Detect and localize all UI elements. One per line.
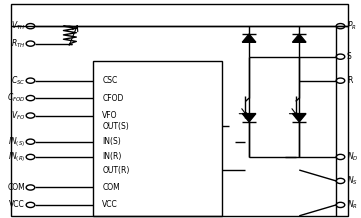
Text: $N_R$: $N_R$ bbox=[347, 199, 358, 211]
Polygon shape bbox=[292, 34, 306, 42]
Text: $V_{FO}$: $V_{FO}$ bbox=[11, 109, 25, 122]
Text: VCC: VCC bbox=[9, 200, 25, 209]
Text: S: S bbox=[347, 52, 352, 61]
Text: $C_{SC}$: $C_{SC}$ bbox=[10, 74, 25, 87]
Text: COM: COM bbox=[102, 183, 120, 192]
Bar bbox=[93, 61, 222, 216]
Text: $IN_{(S)}$: $IN_{(S)}$ bbox=[8, 135, 25, 149]
Text: OUT(S): OUT(S) bbox=[102, 122, 129, 131]
Text: $N_D$: $N_D$ bbox=[347, 151, 358, 163]
Text: OUT(R): OUT(R) bbox=[102, 165, 130, 175]
Polygon shape bbox=[242, 114, 256, 122]
Text: IN(S): IN(S) bbox=[102, 137, 121, 146]
Text: CSC: CSC bbox=[102, 76, 117, 85]
Text: CFOD: CFOD bbox=[102, 94, 123, 103]
Text: R: R bbox=[347, 76, 352, 85]
Text: IN(R): IN(R) bbox=[102, 152, 122, 162]
Text: $C_{FOD}$: $C_{FOD}$ bbox=[6, 92, 25, 104]
Text: $V_{TH}$: $V_{TH}$ bbox=[11, 20, 25, 32]
Text: $P_R$: $P_R$ bbox=[347, 20, 357, 32]
Polygon shape bbox=[242, 34, 256, 42]
Text: $IN_{(R)}$: $IN_{(R)}$ bbox=[8, 150, 25, 164]
Polygon shape bbox=[292, 114, 306, 122]
Text: $N_S$: $N_S$ bbox=[347, 175, 358, 187]
Text: $R_{TH}$: $R_{TH}$ bbox=[10, 37, 25, 50]
Text: VFO: VFO bbox=[102, 111, 118, 120]
Text: COM: COM bbox=[7, 183, 25, 192]
Text: VCC: VCC bbox=[102, 200, 118, 209]
